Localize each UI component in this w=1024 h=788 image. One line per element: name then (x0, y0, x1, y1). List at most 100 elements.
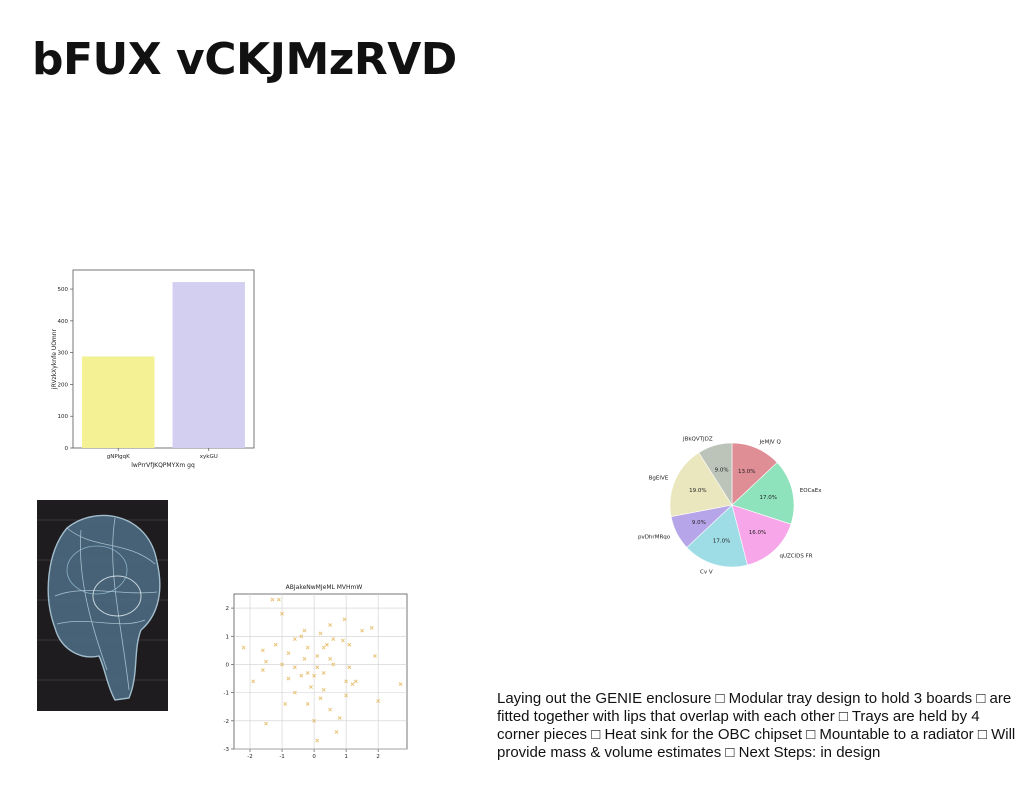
pie-slice-label: JeMJV Q (759, 439, 782, 445)
scatter-y-tick-label: 2 (226, 606, 230, 612)
scatter-y-tick-label: -1 (224, 691, 229, 697)
brain-wireframe-image (37, 500, 168, 711)
pie-slice-label: BgEIVE (649, 475, 669, 481)
bar-x-axis-label: lwPrrVfJKQPMYXm gq (131, 462, 195, 469)
scatter-point (315, 654, 320, 658)
scatter-point (342, 617, 347, 622)
scatter-point (276, 597, 281, 602)
pie-slice-qUZClDS-FR (731, 504, 792, 566)
scatter-x-tick-label: 1 (344, 754, 348, 760)
scatter-y-tick-label: 1 (226, 634, 230, 640)
scatter-point (280, 611, 284, 616)
scatter-point (305, 670, 310, 675)
scatter-point (312, 673, 317, 678)
scatter-point (376, 699, 381, 704)
pie-slice-JBkQVTJDZ (698, 442, 733, 507)
scatter-point (328, 656, 333, 661)
scatter-plot-frame (233, 593, 408, 750)
scatter-point (341, 638, 345, 643)
bar-xykGU (172, 282, 245, 448)
pie-percent-label: 19.0% (689, 488, 706, 494)
scatter-x-tick-label: -2 (247, 754, 252, 760)
scatter-point (315, 665, 320, 670)
scatter-point (280, 662, 284, 667)
bar-y-tick-label: 500 (58, 287, 69, 293)
scatter-point (337, 716, 342, 720)
scatter-point (251, 679, 256, 684)
scatter-point (305, 701, 310, 706)
pie-percent-label: 17.0% (760, 495, 777, 501)
scatter-point (344, 693, 349, 698)
pie-percent-label: 13.0% (738, 469, 755, 475)
bar-x-tick-label: xykGU (200, 454, 218, 460)
scatter-point (286, 676, 291, 681)
scatter-point (347, 642, 352, 647)
scatter-point (260, 668, 265, 673)
bar-y-tick-label: 400 (58, 319, 69, 325)
scatter-point (344, 679, 349, 684)
scatter-point (283, 701, 288, 706)
scatter-chart: ABJakeNwMJeML MVHmW -2 -1 0 1 2 -3 -2 -1 0 1 2 (224, 584, 408, 760)
scatter-point (334, 730, 339, 735)
pie-slice-label: Cv V (700, 570, 713, 576)
scatter-x-tick-label: -1 (279, 754, 284, 760)
scatter-point (264, 721, 268, 726)
scatter-point (286, 651, 291, 656)
pie-slice-label: qUZClDS FR (780, 554, 813, 560)
scatter-point (302, 628, 307, 633)
scatter-x-tick-label: 2 (376, 754, 380, 760)
scatter-point (241, 645, 246, 650)
scatter-y-tick-label: -2 (224, 719, 229, 725)
scatter-point (273, 642, 278, 647)
pie-slice-label: pvDhrMRqo (638, 535, 671, 541)
bar-gNPlgqK (82, 356, 155, 448)
scatter-point (302, 656, 307, 661)
pie-slice-BgEIVE (669, 452, 733, 517)
scatter-point (308, 685, 313, 689)
pie-slice-Cv-V (686, 504, 748, 568)
scatter-point (347, 665, 352, 670)
scatter-point (324, 642, 329, 647)
scatter-point (321, 687, 326, 692)
scatter-point (369, 625, 374, 630)
scatter-point (318, 631, 323, 636)
scatter-y-tick-label: -3 (224, 747, 230, 753)
bar-chart: 0 100 200 300 400 500 gNPlgqK xykGU lwPrrVfJKQ… (51, 269, 255, 469)
scatter-point (270, 597, 275, 602)
bar-y-tick-label: 300 (58, 351, 69, 357)
pie-slice-label: JBkQVTJDZ (682, 436, 713, 442)
slide-body-text: Laying out the GENIE enclosure □ Modular… (497, 690, 1016, 761)
bar-plot-frame (72, 269, 255, 449)
pie-percent-label: 9.0% (715, 467, 729, 473)
scatter-point (360, 628, 365, 633)
scatter-point (328, 707, 333, 712)
scatter-point (328, 623, 333, 627)
scatter-point (315, 738, 320, 743)
scatter-point (321, 670, 326, 675)
pie-slice-EOCaEx (731, 462, 795, 525)
bar-y-tick-label: 100 (58, 414, 69, 420)
scatter-point (264, 659, 268, 664)
bar-y-tick-label: 0 (65, 446, 69, 452)
scatter-x-tick-label: 0 (312, 754, 316, 760)
scatter-point (350, 682, 355, 687)
brain-wireframe-icon (37, 500, 168, 711)
scatter-point (292, 665, 297, 670)
pie-percent-label: 9.0% (692, 520, 706, 526)
pie-slice-label: EOCaEx (800, 488, 822, 494)
pie-chart: 13.0% JeMJV Q 17.0% EOCaEx 16.0% qUZClDS FR 17… (638, 436, 822, 576)
scatter-title: ABJakeNwMJeML MVHmW (286, 584, 363, 591)
scatter-y-tick-label: 0 (226, 662, 230, 668)
scatter-point (305, 645, 310, 650)
scatter-point (260, 648, 265, 653)
scatter-point (299, 634, 304, 639)
scatter-point (321, 645, 326, 650)
scatter-point (292, 637, 297, 642)
scatter-point (331, 637, 336, 642)
bar-y-axis-label: jRVzkXyknfe UOmnr (51, 328, 58, 390)
scatter-point (312, 718, 317, 723)
scatter-point (292, 690, 297, 695)
pie-percent-label: 17.0% (713, 539, 730, 545)
bar-y-tick-label: 200 (58, 382, 69, 388)
scatter-point (373, 654, 377, 658)
